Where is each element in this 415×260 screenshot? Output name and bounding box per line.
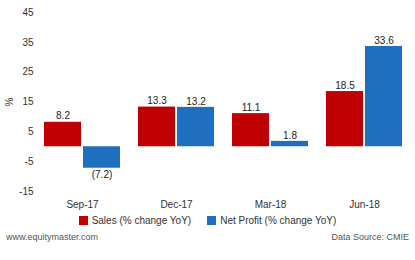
svg-text:35: 35	[22, 37, 34, 48]
svg-text:1.8: 1.8	[283, 130, 297, 141]
svg-text:-15: -15	[19, 186, 34, 197]
svg-text:13.3: 13.3	[147, 95, 167, 106]
svg-text:15: 15	[22, 96, 34, 107]
svg-text:45: 45	[22, 7, 34, 18]
svg-text:Sep-17: Sep-17	[66, 199, 99, 210]
svg-text:18.5: 18.5	[335, 80, 355, 91]
svg-text:-5: -5	[25, 156, 34, 167]
svg-text:25: 25	[22, 66, 34, 77]
html-text:Sales (% change YoY): Sales (% change YoY)	[91, 215, 192, 226]
svg-text:Jun-18: Jun-18	[349, 199, 380, 210]
svg-text:33.6: 33.6	[374, 35, 394, 46]
html-text:www.equitymaster.com: www.equitymaster.com	[6, 232, 98, 242]
svg-text:Mar-18: Mar-18	[255, 199, 287, 210]
svg-text:(7.2): (7.2)	[92, 169, 113, 180]
svg-text:5: 5	[28, 126, 34, 137]
svg-text:8.2: 8.2	[56, 110, 70, 121]
svg-text:11.1: 11.1	[242, 102, 261, 113]
html-text:Net Profit (% change YoY): Net Profit (% change YoY)	[220, 215, 337, 226]
html-text:Data Source: CMIE: Data Source: CMIE	[331, 232, 409, 242]
svg-text:13.2: 13.2	[186, 96, 206, 107]
svg-text:%: %	[4, 97, 15, 106]
svg-text:Dec-17: Dec-17	[160, 199, 193, 210]
